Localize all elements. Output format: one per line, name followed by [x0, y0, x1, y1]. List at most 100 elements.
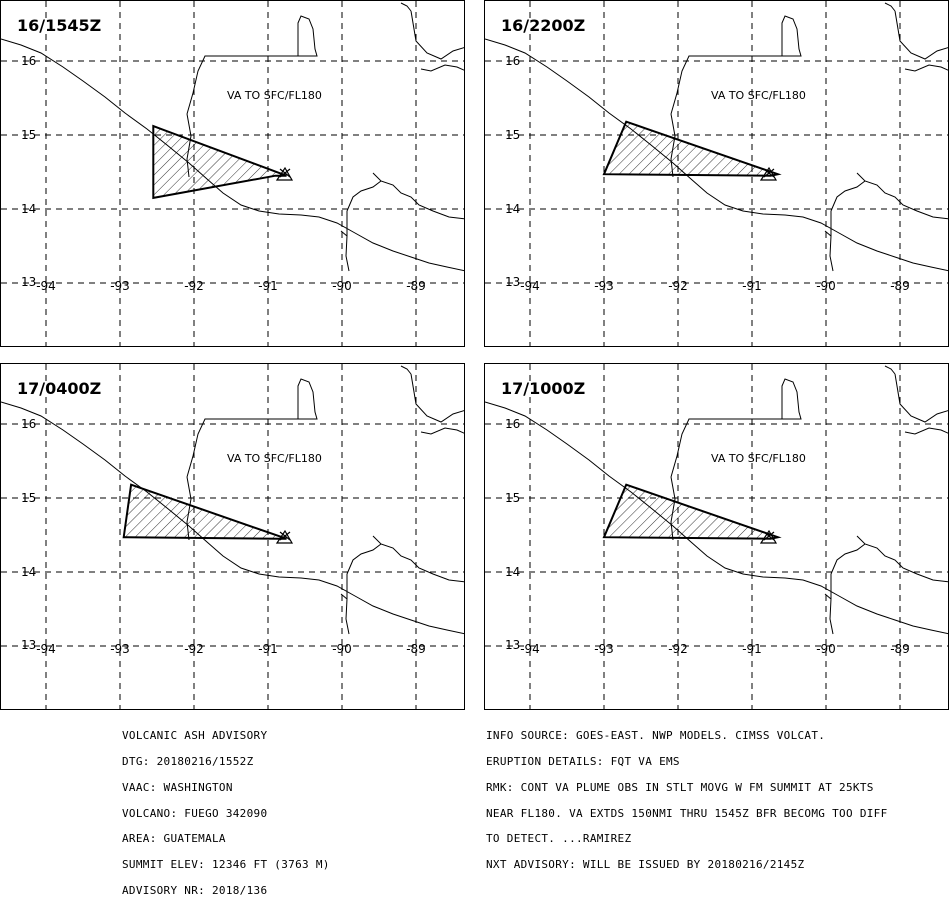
basemap-outlines	[485, 365, 948, 635]
advisory-remark-line-2: NEAR FL180. VA EXTDS 150NMI THRU 1545Z B…	[486, 806, 888, 820]
lat-label-15: 15	[505, 491, 521, 505]
ash-cloud-polygon	[152, 124, 287, 200]
map-panel-1: 16/1545Z VA TO SFC/FL180 16 15 14 13 -94…	[0, 0, 465, 347]
ash-height-label: VA TO SFC/FL180	[227, 89, 322, 102]
boundary-line	[372, 172, 464, 220]
map-canvas	[485, 1, 948, 346]
boundary-line	[340, 593, 348, 600]
lat-lon-grid	[1, 364, 464, 709]
map-canvas	[485, 364, 948, 709]
boundary-line	[884, 365, 896, 375]
lon-label-90: -90	[816, 279, 836, 293]
boundary-line	[340, 230, 348, 237]
coastline	[485, 38, 948, 272]
boundary-line	[824, 593, 832, 600]
advisory-title: VOLCANIC ASH ADVISORY	[122, 729, 268, 743]
boundary-line	[410, 10, 464, 60]
volcano-mark	[279, 531, 291, 541]
lat-label-15: 15	[21, 491, 37, 505]
country-border	[186, 15, 318, 115]
coastline	[1, 401, 464, 635]
boundary-line	[904, 427, 948, 435]
lon-label-89: -89	[890, 279, 910, 293]
lat-label-13: 13	[505, 275, 521, 289]
triangle-volcano-icon	[759, 529, 778, 544]
lon-label-94: -94	[520, 642, 540, 656]
lat-label-13: 13	[21, 638, 37, 652]
advisory-dtg: DTG: 20180216/1552Z	[122, 754, 254, 768]
lat-label-13: 13	[21, 275, 37, 289]
ash-cloud-polygon	[602, 120, 782, 177]
map-canvas	[1, 1, 464, 346]
lon-label-92: -92	[184, 642, 204, 656]
ash-cloud-polygon	[122, 483, 287, 540]
lat-label-16: 16	[21, 417, 37, 431]
coastline	[485, 401, 948, 635]
triangle-volcano-icon	[759, 166, 778, 181]
map-panel-3: 17/0400Z VA TO SFC/FL180 16 15 14 13 -94…	[0, 363, 465, 710]
lon-label-93: -93	[110, 642, 130, 656]
volcano-mark	[763, 531, 775, 541]
map-panel-4: 17/1000Z VA TO SFC/FL180 16 15 14 13 -94…	[484, 363, 949, 710]
advisory-volcano: VOLCANO: FUEGO 342090	[122, 806, 268, 820]
boundary-line	[829, 574, 834, 635]
lon-label-91: -91	[742, 279, 762, 293]
boundary-line	[856, 535, 948, 583]
boundary-line	[894, 10, 948, 60]
volcano-mark	[763, 168, 775, 178]
lon-label-90: -90	[332, 642, 352, 656]
lon-label-93: -93	[594, 279, 614, 293]
country-border	[670, 378, 802, 478]
advisory-remark-line-1: RMK: CONT VA PLUME OBS IN STLT MOVG W FM…	[486, 780, 874, 794]
advisory-summit-elev: SUMMIT ELEV: 12346 FT (3763 M)	[122, 858, 330, 872]
boundary-line	[830, 180, 866, 212]
boundary-line	[400, 365, 412, 375]
boundary-line	[345, 211, 350, 272]
forecast-time-label: 17/0400Z	[15, 379, 104, 398]
lat-label-16: 16	[21, 54, 37, 68]
boundary-line	[346, 180, 382, 212]
forecast-time-label: 16/2200Z	[499, 16, 588, 35]
boundary-line	[400, 2, 412, 12]
lat-label-14: 14	[505, 565, 521, 579]
boundary-line	[410, 373, 464, 423]
volcano-mark	[279, 168, 291, 178]
boundary-line	[829, 211, 834, 272]
volcano-triangle	[275, 166, 294, 181]
triangle-volcano-icon	[275, 529, 294, 544]
boundary-line	[904, 64, 948, 72]
boundary-line	[824, 230, 832, 237]
lon-label-89: -89	[406, 279, 426, 293]
ash-height-label: VA TO SFC/FL180	[711, 89, 806, 102]
lon-label-92: -92	[668, 279, 688, 293]
boundary-line	[345, 574, 350, 635]
lat-label-15: 15	[21, 128, 37, 142]
lon-label-92: -92	[668, 642, 688, 656]
lat-label-13: 13	[505, 638, 521, 652]
volcano-triangle	[275, 529, 294, 544]
advisory-header-block: VOLCANIC ASH ADVISORY DTG: 20180216/1552…	[122, 715, 330, 904]
map-panel-2: 16/2200Z VA TO SFC/FL180 16 15 14 13 -94…	[484, 0, 949, 347]
basemap-outlines	[485, 2, 948, 272]
advisory-details-block: INFO SOURCE: GOES-EAST. NWP MODELS. CIMS…	[486, 715, 888, 878]
advisory-next: NXT ADVISORY: WILL BE ISSUED BY 20180216…	[486, 858, 805, 872]
advisory-vaac: VAAC: WASHINGTON	[122, 780, 233, 794]
boundary-line	[420, 64, 464, 72]
lon-label-89: -89	[890, 642, 910, 656]
forecast-time-label: 16/1545Z	[15, 16, 104, 35]
lon-label-93: -93	[594, 642, 614, 656]
advisory-number: ADVISORY NR: 2018/136	[122, 883, 268, 897]
boundary-line	[346, 543, 382, 575]
basemap-outlines	[1, 2, 464, 272]
ash-height-label: VA TO SFC/FL180	[227, 452, 322, 465]
boundary-line	[372, 535, 464, 583]
lon-label-93: -93	[110, 279, 130, 293]
lat-label-14: 14	[505, 202, 521, 216]
lon-label-91: -91	[258, 642, 278, 656]
ash-height-label: VA TO SFC/FL180	[711, 452, 806, 465]
advisory-area: AREA: GUATEMALA	[122, 832, 226, 846]
coastline	[1, 38, 464, 272]
country-border	[186, 378, 318, 478]
boundary-line	[420, 427, 464, 435]
triangle-volcano-icon	[275, 166, 294, 181]
